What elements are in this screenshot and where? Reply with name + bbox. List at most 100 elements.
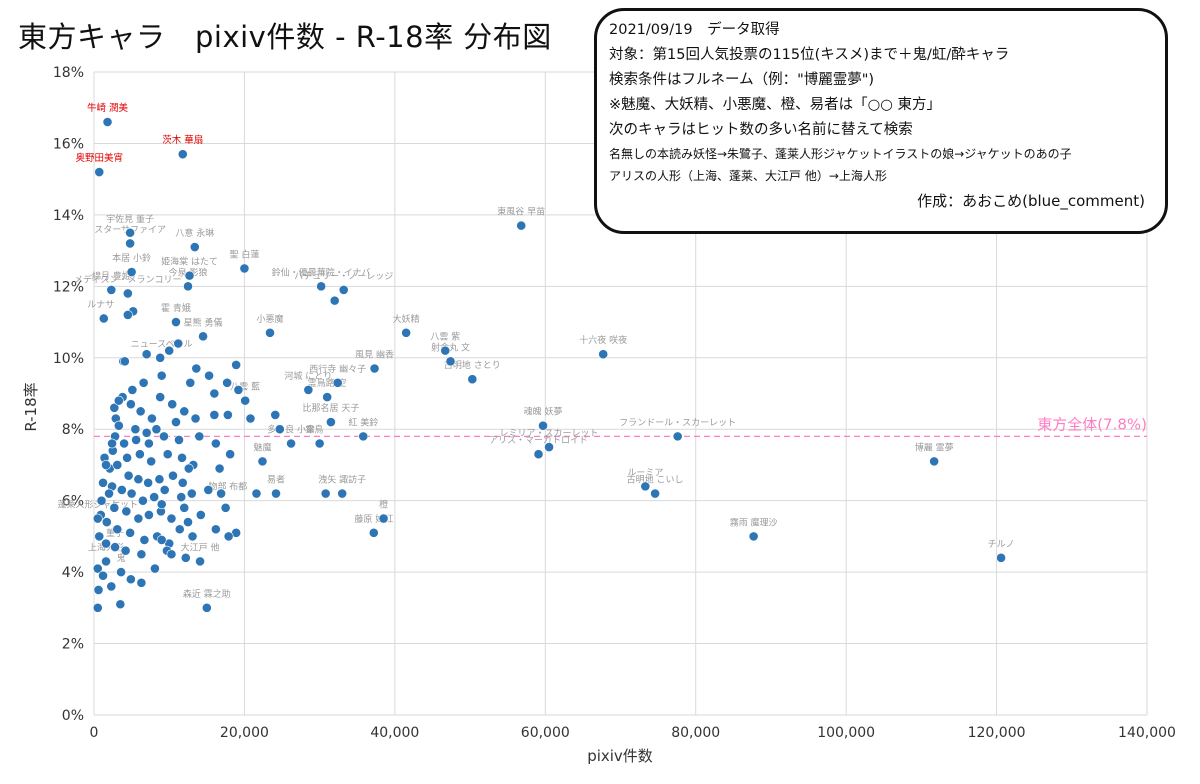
data-point xyxy=(155,352,166,363)
point-label: 十六夜 咲夜 xyxy=(579,334,627,346)
point-label: レミリア・スカーレット xyxy=(500,428,599,439)
data-point xyxy=(183,281,193,292)
data-point xyxy=(137,495,148,506)
point-label: 洩矢 諏訪子 xyxy=(318,474,366,486)
data-point xyxy=(136,577,147,588)
data-point xyxy=(98,570,108,581)
y-tick-label: 10% xyxy=(53,351,84,367)
point-label: 姫海棠 はたて xyxy=(161,256,218,268)
info-date: 2021/09/19 データ取得 xyxy=(609,22,780,38)
data-point xyxy=(177,452,187,463)
data-point xyxy=(106,581,117,592)
data-point xyxy=(316,281,327,292)
data-point xyxy=(185,377,196,388)
data-point xyxy=(467,374,478,385)
data-point xyxy=(303,385,314,395)
data-point xyxy=(155,392,166,402)
data-point xyxy=(156,499,167,510)
info-replacement-1: 名無しの本読み妖怪→朱鷺子、蓬莱人形ジャケットイラストの娘→ジャケットのあの子 xyxy=(609,147,1072,161)
point-label: 小悪魔 xyxy=(256,313,283,325)
info-replacement-2: アリスの人形（上海、蓬莱、大江戸 他）→上海人形 xyxy=(609,169,887,183)
data-point xyxy=(116,567,126,578)
data-point xyxy=(203,485,214,495)
data-point xyxy=(329,295,340,306)
data-point xyxy=(121,506,132,517)
data-point xyxy=(159,485,170,495)
data-point xyxy=(125,399,136,410)
data-point xyxy=(119,438,129,449)
point-label: 古明地 さとり xyxy=(444,359,501,371)
data-point xyxy=(109,502,120,513)
data-point xyxy=(225,449,236,460)
data-point xyxy=(332,377,343,388)
data-point xyxy=(106,285,117,295)
data-point xyxy=(445,356,456,367)
data-point xyxy=(748,531,759,542)
data-point xyxy=(209,388,220,399)
point-label: 茨木 華扇 xyxy=(162,134,203,146)
point-label: 聖 白蓮 xyxy=(229,248,259,260)
data-point xyxy=(112,460,123,470)
data-point xyxy=(122,288,133,299)
data-point xyxy=(378,513,389,524)
info-search-condition: 検索条件はフルネーム（例："博麗霊夢") xyxy=(609,72,875,88)
data-point xyxy=(251,488,262,499)
data-point xyxy=(125,227,136,238)
data-point xyxy=(191,363,202,374)
data-point xyxy=(286,438,296,449)
data-point xyxy=(156,370,167,381)
data-point xyxy=(167,399,178,410)
data-point xyxy=(189,242,200,252)
point-label: 東風谷 早苗 xyxy=(497,206,545,218)
point-label: 宇佐見 董子 xyxy=(106,213,154,225)
data-point xyxy=(113,395,124,406)
y-tick-label: 16% xyxy=(53,136,84,152)
point-label: 西行寺 幽々子 xyxy=(309,363,366,375)
data-point xyxy=(122,310,133,320)
point-label: 牛崎 潤美 xyxy=(87,102,129,114)
data-point xyxy=(672,431,683,442)
x-tick-label: 40,000 xyxy=(370,725,419,741)
data-point xyxy=(544,442,554,452)
data-point xyxy=(133,474,144,485)
y-tick-label: 8% xyxy=(62,422,84,438)
point-label: 河城 にとり xyxy=(284,370,332,382)
data-point xyxy=(177,477,188,488)
data-point xyxy=(198,331,208,342)
y-axis-label: R-18率 xyxy=(22,382,40,431)
point-label: 大江戸 他 xyxy=(181,541,220,553)
point-label: 魅魔 xyxy=(253,441,271,453)
data-point xyxy=(138,377,149,388)
data-point xyxy=(122,452,132,463)
data-point xyxy=(201,602,212,613)
data-point xyxy=(151,424,162,435)
data-point xyxy=(116,485,127,495)
point-label: 比那名居 天子 xyxy=(302,402,359,414)
point-label: ルナサ xyxy=(87,299,114,310)
data-point xyxy=(245,413,256,424)
reference-line-group: 東方全体(7.8%) xyxy=(94,415,1147,438)
point-label: 鬼 xyxy=(117,552,126,564)
data-point xyxy=(533,449,544,460)
data-point xyxy=(143,477,154,488)
data-point xyxy=(150,563,160,574)
y-tick-labels: 0% 2% 4% 6% 8% 10% 12% 14% 16% 18% xyxy=(53,65,84,724)
point-label: パチュリー・ノーレッジ xyxy=(294,271,393,282)
data-point xyxy=(166,513,177,524)
point-label: 星熊 勇儀 xyxy=(184,316,223,328)
data-point xyxy=(337,488,348,499)
info-target: 対象：第15回人気投票の115位(キスメ)まで＋鬼/虹/酔キャラ xyxy=(609,47,1010,63)
x-tick-label: 80,000 xyxy=(671,725,720,741)
data-point xyxy=(650,488,660,499)
data-point xyxy=(115,599,126,610)
data-point xyxy=(101,460,111,470)
data-point xyxy=(598,349,609,360)
data-point xyxy=(94,167,105,177)
data-point xyxy=(216,488,227,499)
data-point xyxy=(141,349,152,360)
data-point xyxy=(210,438,221,449)
data-point xyxy=(119,356,130,367)
data-point xyxy=(139,535,150,545)
data-point xyxy=(538,420,548,431)
